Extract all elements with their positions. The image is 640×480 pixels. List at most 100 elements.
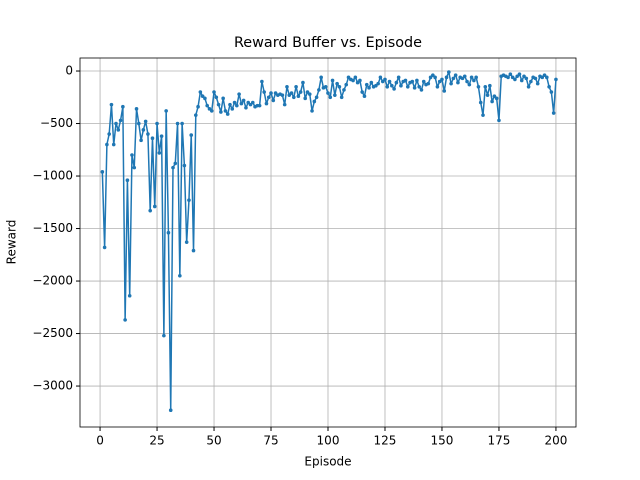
data-point	[467, 82, 472, 87]
data-point	[166, 230, 171, 235]
data-point	[310, 109, 314, 113]
data-point	[385, 84, 390, 89]
data-point	[232, 100, 237, 105]
data-point	[317, 88, 321, 92]
data-point	[305, 90, 310, 94]
data-point	[175, 121, 180, 126]
data-point	[248, 102, 253, 107]
data-point	[125, 178, 130, 183]
data-point	[554, 77, 558, 82]
data-point	[111, 142, 116, 147]
data-point	[171, 165, 175, 170]
data-point	[405, 84, 410, 89]
data-point	[540, 75, 545, 80]
data-point	[390, 83, 394, 88]
data-point	[323, 84, 328, 89]
data-point	[376, 81, 380, 86]
data-point	[287, 93, 292, 97]
data-point	[303, 96, 308, 101]
data-point	[178, 273, 182, 278]
data-point	[116, 128, 121, 132]
data-point	[134, 107, 139, 111]
data-point	[148, 208, 153, 213]
series-line	[101, 71, 557, 411]
data-point	[207, 107, 212, 111]
data-point	[109, 102, 114, 107]
data-point	[506, 75, 510, 80]
data-point	[517, 72, 522, 76]
data-point	[396, 75, 401, 80]
data-point	[535, 81, 540, 86]
data-point	[355, 80, 360, 85]
data-point	[481, 113, 485, 117]
data-point	[285, 84, 289, 89]
data-point	[403, 78, 408, 83]
data-point	[155, 121, 159, 126]
data-point	[342, 88, 346, 92]
data-point	[118, 118, 123, 123]
data-point	[164, 109, 168, 113]
data-point	[478, 100, 483, 105]
data-point	[364, 82, 369, 87]
data-point	[435, 84, 440, 89]
x-tick-label: 50	[206, 434, 221, 448]
data-point	[545, 75, 549, 80]
data-point	[312, 99, 317, 104]
data-point	[241, 98, 246, 103]
data-point	[465, 79, 469, 84]
data-point	[150, 136, 155, 141]
data-point	[360, 90, 364, 94]
data-point	[250, 100, 255, 105]
data-point	[182, 163, 187, 168]
data-point	[369, 80, 374, 85]
data-point	[273, 91, 278, 95]
x-tick-label: 150	[431, 434, 454, 448]
data-point	[549, 90, 554, 94]
data-point	[314, 95, 319, 100]
data-point	[123, 318, 127, 322]
data-point	[451, 76, 456, 81]
data-point	[100, 170, 105, 174]
data-point	[417, 84, 421, 89]
data-point	[205, 103, 209, 108]
data-point	[462, 74, 467, 79]
data-point	[460, 76, 465, 81]
y-tick-label: −500	[40, 116, 73, 130]
data-point	[380, 79, 385, 84]
data-point	[447, 70, 451, 74]
data-point	[298, 90, 303, 94]
data-point	[412, 86, 417, 90]
data-point	[180, 121, 184, 126]
y-tick-label: −1000	[32, 169, 73, 183]
data-point	[189, 133, 194, 137]
data-point	[280, 93, 285, 97]
data-point	[307, 92, 312, 96]
data-point	[102, 245, 107, 250]
data-point	[524, 76, 529, 81]
data-point	[469, 75, 474, 80]
x-tick-label: 125	[374, 434, 397, 448]
data-point	[162, 333, 166, 338]
data-point	[378, 75, 383, 80]
data-point	[410, 79, 415, 84]
data-point	[212, 90, 216, 94]
chart-title: Reward Buffer vs. Episode	[234, 35, 422, 51]
data-point	[230, 107, 235, 111]
data-point	[130, 153, 134, 157]
data-point	[114, 121, 118, 126]
data-point	[533, 76, 538, 81]
data-point	[483, 84, 488, 89]
data-point	[246, 100, 251, 105]
data-point	[387, 79, 392, 84]
data-point	[494, 96, 499, 101]
data-point	[330, 78, 335, 83]
data-point	[490, 99, 494, 104]
data-point	[529, 79, 533, 84]
data-point	[428, 75, 433, 80]
x-tick-label: 200	[544, 434, 567, 448]
data-point	[152, 204, 157, 209]
data-point	[485, 93, 490, 97]
data-point	[542, 73, 547, 78]
data-point	[157, 151, 162, 155]
